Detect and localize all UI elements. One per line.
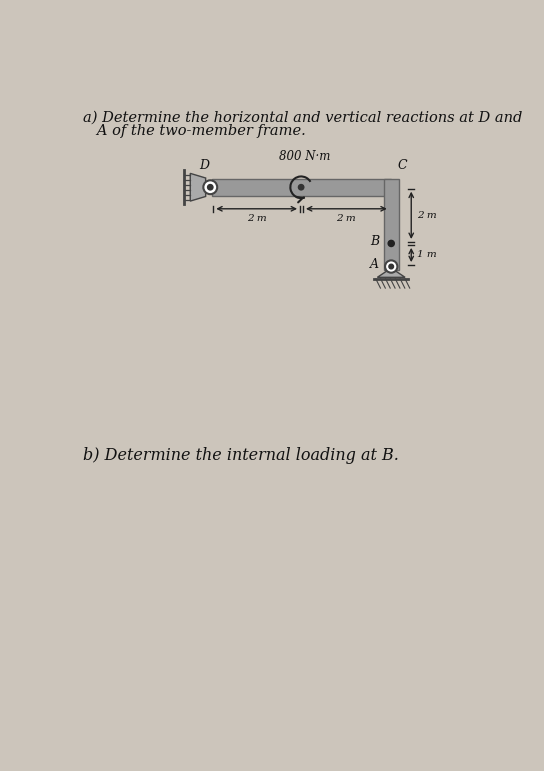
Circle shape [389,264,393,269]
Circle shape [388,241,394,247]
Polygon shape [384,179,399,271]
Text: D: D [199,159,209,172]
Text: 2 m: 2 m [337,214,356,223]
Circle shape [299,184,304,190]
Text: 800 N·m: 800 N·m [279,150,331,163]
Circle shape [385,261,397,273]
Text: A: A [370,258,379,271]
Text: a) Determine the horizontal and vertical reactions at D and: a) Determine the horizontal and vertical… [83,110,523,124]
Text: 1 m: 1 m [417,251,436,260]
Text: B: B [370,234,379,247]
Polygon shape [378,268,405,278]
Polygon shape [212,179,391,196]
Circle shape [208,184,213,190]
Circle shape [203,180,217,194]
Text: A of the two-member frame.: A of the two-member frame. [83,124,306,138]
Text: 2 m: 2 m [247,214,267,223]
Text: C: C [397,159,407,172]
Polygon shape [190,173,206,201]
Text: b) Determine the internal loading at B.: b) Determine the internal loading at B. [83,447,399,464]
Text: 2 m: 2 m [417,210,436,220]
